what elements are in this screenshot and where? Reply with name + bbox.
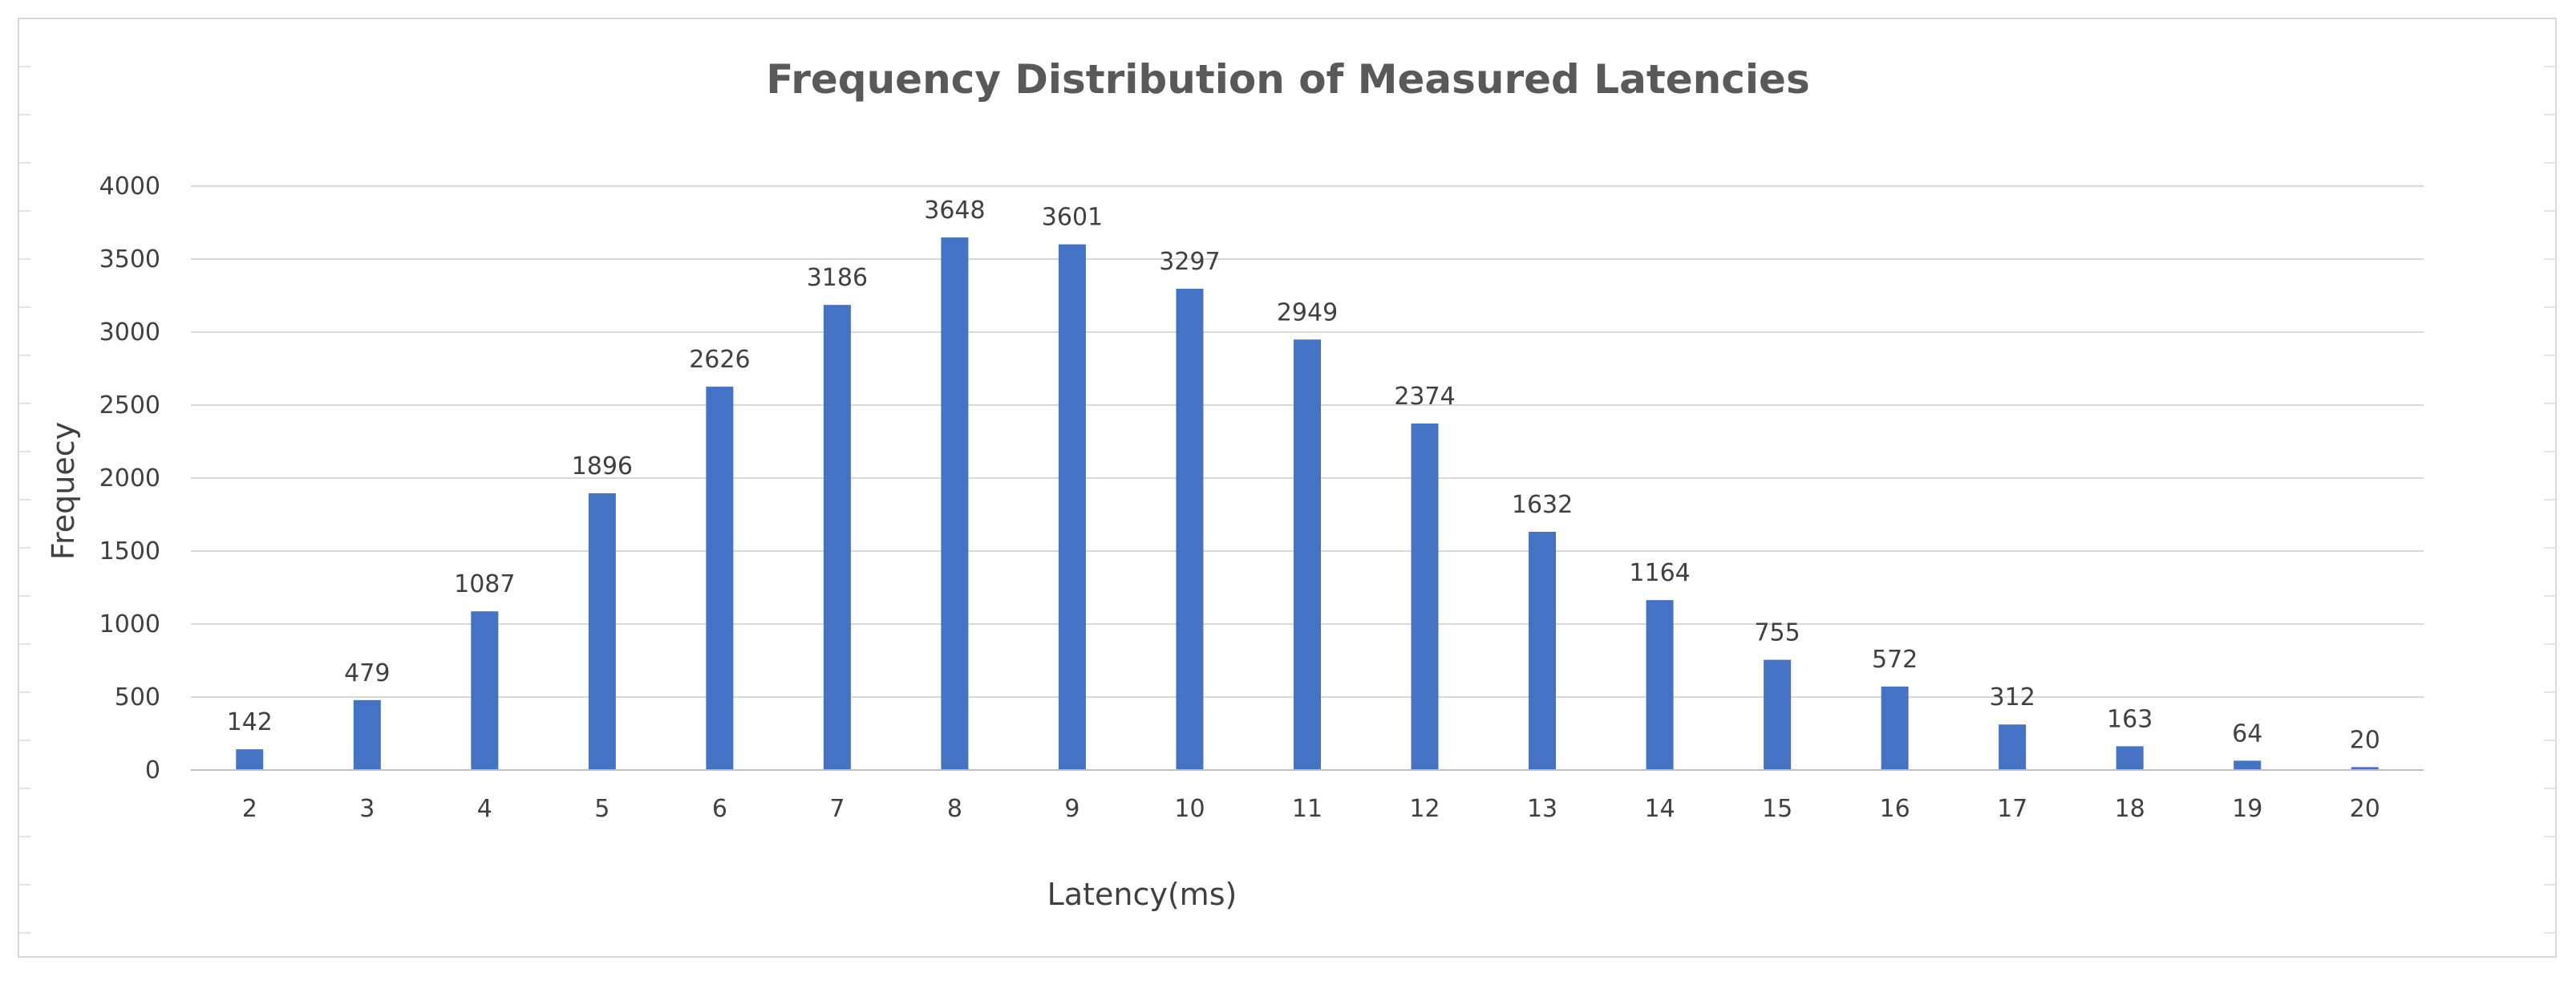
bar-16 bbox=[1881, 686, 1909, 770]
data-label-19: 64 bbox=[2232, 720, 2262, 748]
x-tick-label-17: 17 bbox=[1997, 795, 2027, 823]
right-edge-ticks bbox=[2544, 19, 2555, 956]
x-axis-title: Latency(ms) bbox=[1047, 877, 1237, 912]
data-label-20: 20 bbox=[2350, 726, 2380, 754]
data-label-15: 755 bbox=[1754, 619, 1800, 647]
bar-10 bbox=[1176, 288, 1204, 770]
x-tick-label-3: 3 bbox=[359, 795, 375, 823]
chart-area bbox=[18, 18, 2557, 958]
bar-3 bbox=[353, 699, 381, 770]
data-label-13: 1632 bbox=[1512, 491, 1573, 519]
y-tick-label: 2500 bbox=[99, 391, 160, 420]
y-tick-label: 3000 bbox=[99, 318, 160, 347]
bar-9 bbox=[1058, 244, 1086, 770]
y-tick-label: 3500 bbox=[99, 245, 160, 274]
bar-6 bbox=[706, 387, 734, 770]
data-label-3: 479 bbox=[344, 659, 390, 687]
x-tick-label-19: 19 bbox=[2232, 795, 2262, 823]
chart-title: Frequency Distribution of Measured Laten… bbox=[766, 56, 1809, 103]
x-tick-label-15: 15 bbox=[1762, 795, 1792, 823]
x-tick-label-16: 16 bbox=[1880, 795, 1910, 823]
x-tick-label-13: 13 bbox=[1527, 795, 1557, 823]
bar-11 bbox=[1294, 339, 1321, 771]
x-tick-label-11: 11 bbox=[1292, 795, 1322, 823]
y-tick-label: 2000 bbox=[99, 464, 160, 493]
data-label-8: 3648 bbox=[924, 197, 985, 225]
data-label-17: 312 bbox=[1990, 683, 2035, 711]
y-tick-label: 1500 bbox=[99, 537, 160, 565]
bar-18 bbox=[2116, 746, 2144, 770]
bar-12 bbox=[1411, 423, 1439, 770]
x-tick-label-10: 10 bbox=[1174, 795, 1205, 823]
data-label-6: 2626 bbox=[689, 346, 750, 374]
data-label-4: 1087 bbox=[454, 570, 515, 598]
y-tick-label: 1000 bbox=[99, 610, 160, 638]
y-tick-label: 0 bbox=[145, 756, 160, 784]
data-label-5: 1896 bbox=[572, 452, 633, 480]
y-tick-label: 500 bbox=[115, 683, 160, 711]
x-tick-label-8: 8 bbox=[947, 795, 962, 823]
x-tick-label-14: 14 bbox=[1644, 795, 1675, 823]
bar-2 bbox=[236, 749, 264, 770]
data-label-18: 163 bbox=[2107, 705, 2153, 733]
bar-7 bbox=[823, 305, 851, 770]
bar-14 bbox=[1646, 600, 1674, 770]
bar-8 bbox=[941, 237, 969, 771]
data-label-14: 1164 bbox=[1629, 559, 1690, 587]
x-tick-label-6: 6 bbox=[712, 795, 727, 823]
data-label-2: 142 bbox=[227, 708, 273, 736]
data-labels: 142 479 1087 1896 2626 3186 3648 3601 3297 2949 23… bbox=[227, 197, 2380, 754]
bar-5 bbox=[588, 493, 616, 770]
y-axis-title: Frequecy bbox=[46, 422, 81, 560]
data-label-11: 2949 bbox=[1277, 298, 1338, 326]
bars bbox=[236, 237, 2379, 771]
x-tick-label-4: 4 bbox=[477, 795, 492, 823]
x-axis-ticks: 2 3 4 5 6 7 8 9 10 11 12 13 14 15 16 17 18 19 20 bbox=[242, 795, 2380, 823]
data-label-12: 2374 bbox=[1394, 383, 1455, 411]
data-label-9: 3601 bbox=[1042, 204, 1103, 232]
bar-13 bbox=[1529, 531, 1557, 770]
y-axis-ticks: 0 500 1000 1500 2000 2500 3000 3500 4000 bbox=[99, 172, 160, 784]
x-tick-label-5: 5 bbox=[594, 795, 610, 823]
x-tick-label-9: 9 bbox=[1064, 795, 1079, 823]
bar-4 bbox=[471, 611, 499, 770]
bar-20 bbox=[2351, 767, 2379, 770]
data-label-10: 3297 bbox=[1159, 248, 1220, 276]
bar-19 bbox=[2234, 760, 2262, 770]
bar-15 bbox=[1764, 659, 1792, 770]
x-tick-label-2: 2 bbox=[242, 795, 257, 823]
y-tick-label: 4000 bbox=[99, 172, 160, 201]
data-label-16: 572 bbox=[1872, 646, 1918, 674]
data-label-7: 3186 bbox=[807, 264, 868, 292]
x-tick-label-18: 18 bbox=[2115, 795, 2145, 823]
x-tick-label-12: 12 bbox=[1409, 795, 1440, 823]
x-tick-label-20: 20 bbox=[2350, 795, 2380, 823]
left-edge-ticks bbox=[19, 19, 30, 956]
x-tick-label-7: 7 bbox=[829, 795, 844, 823]
bar-17 bbox=[1999, 724, 2027, 770]
